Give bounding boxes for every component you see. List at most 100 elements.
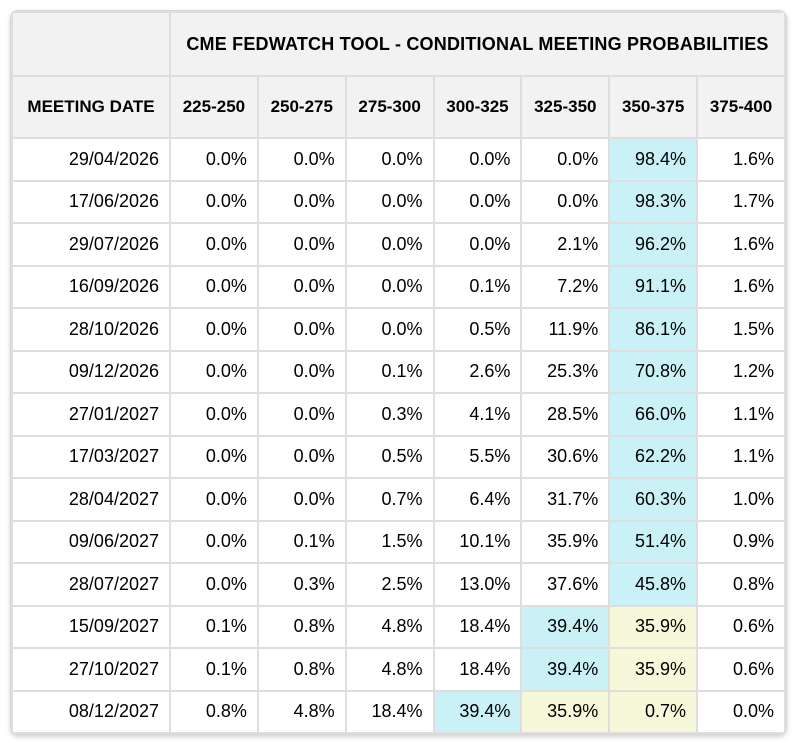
probability-cell: 2.1%	[520, 222, 611, 267]
meeting-date-cell: 09/12/2026	[11, 349, 171, 394]
column-header-row: MEETING DATE 225-250 250-275 275-300 300-32…	[11, 75, 786, 139]
table-row: 15/09/2027 0.1% 0.8% 4.8% 18.4% 39.4% 35.9% 0.6…	[11, 604, 786, 649]
rate-header-300-325: 300-325	[432, 75, 523, 139]
probability-cell: 0.0%	[256, 264, 347, 309]
probability-cell: 0.1%	[432, 264, 523, 309]
table-body: 29/04/2026 0.0% 0.0% 0.0% 0.0% 0.0% 98.4% 1.6% 1…	[11, 137, 786, 734]
rate-header-225-250: 225-250	[169, 75, 259, 139]
probability-cell: 0.0%	[344, 222, 435, 267]
probability-cell: 0.5%	[344, 434, 435, 479]
probability-cell: 1.5%	[696, 307, 786, 352]
probability-cell: 2.6%	[432, 349, 523, 394]
probability-cell: 0.0%	[344, 264, 435, 309]
probability-cell: 0.0%	[169, 477, 259, 522]
meeting-date-cell: 09/06/2027	[11, 519, 171, 564]
probability-cell: 0.1%	[169, 604, 259, 649]
table-row: 08/12/2027 0.8% 4.8% 18.4% 39.4% 35.9% 0.7% 0.0…	[11, 689, 786, 734]
probability-cell: 18.4%	[344, 689, 435, 734]
probability-cell: 5.5%	[432, 434, 523, 479]
probability-cell: 1.1%	[696, 392, 786, 437]
probability-cell: 0.0%	[169, 222, 259, 267]
probability-cell: 98.3%	[608, 179, 699, 224]
probability-cell: 1.0%	[696, 477, 786, 522]
probability-cell: 0.0%	[256, 307, 347, 352]
probability-cell: 35.9%	[520, 689, 611, 734]
meeting-date-cell: 16/09/2026	[11, 264, 171, 309]
table-row: 28/04/2027 0.0% 0.0% 0.7% 6.4% 31.7% 60.3% 1.0%	[11, 477, 786, 522]
probability-cell: 0.3%	[256, 562, 347, 607]
probability-cell: 0.0%	[344, 307, 435, 352]
probability-cell: 39.4%	[520, 647, 611, 692]
meeting-date-cell: 17/06/2026	[11, 179, 171, 224]
probability-cell: 96.2%	[608, 222, 699, 267]
probability-cell: 18.4%	[432, 604, 523, 649]
title-row: CME FEDWATCH TOOL - CONDITIONAL MEETING …	[11, 11, 786, 77]
probability-cell: 1.1%	[696, 434, 786, 479]
probability-cell: 35.9%	[608, 604, 699, 649]
probability-cell: 0.0%	[344, 179, 435, 224]
probability-cell: 1.6%	[696, 222, 786, 267]
probability-cell: 0.0%	[169, 434, 259, 479]
probability-cell: 13.0%	[432, 562, 523, 607]
meeting-date-cell: 27/10/2027	[11, 647, 171, 692]
probability-cell: 30.6%	[520, 434, 611, 479]
table-row: 28/10/2026 0.0% 0.0% 0.0% 0.5% 11.9% 86.1% 1.5%	[11, 307, 786, 352]
probability-cell: 0.0%	[256, 179, 347, 224]
meeting-date-cell: 27/01/2027	[11, 392, 171, 437]
probability-cell: 37.6%	[520, 562, 611, 607]
table-row: 17/06/2026 0.0% 0.0% 0.0% 0.0% 0.0% 98.3% 1.7%	[11, 179, 786, 224]
probability-cell: 0.0%	[169, 392, 259, 437]
probability-cell: 18.4%	[432, 647, 523, 692]
probability-cell: 0.0%	[169, 179, 259, 224]
probability-cell: 10.1%	[432, 519, 523, 564]
probability-cell: 39.4%	[520, 604, 611, 649]
probability-cell: 0.1%	[169, 647, 259, 692]
meeting-date-cell: 15/09/2027	[11, 604, 171, 649]
probability-cell: 0.0%	[169, 137, 259, 182]
corner-cell	[11, 11, 171, 77]
probability-cell: 0.0%	[169, 562, 259, 607]
probability-cell: 91.1%	[608, 264, 699, 309]
meeting-date-cell: 29/07/2026	[11, 222, 171, 267]
table-title: CME FEDWATCH TOOL - CONDITIONAL MEETING …	[169, 11, 786, 77]
table-row: 27/01/2027 0.0% 0.0% 0.3% 4.1% 28.5% 66.0% 1.1%	[11, 392, 786, 437]
table-row: 29/04/2026 0.0% 0.0% 0.0% 0.0% 0.0% 98.4% 1.6%	[11, 137, 786, 182]
meeting-date-cell: 28/10/2026	[11, 307, 171, 352]
probability-cell: 51.4%	[608, 519, 699, 564]
table-row: 29/07/2026 0.0% 0.0% 0.0% 0.0% 2.1% 96.2% 1.6%	[11, 222, 786, 267]
probability-cell: 31.7%	[520, 477, 611, 522]
probability-cell: 0.0%	[696, 689, 786, 734]
rate-header-250-275: 250-275	[256, 75, 347, 139]
meeting-date-cell: 29/04/2026	[11, 137, 171, 182]
meeting-date-cell: 28/04/2027	[11, 477, 171, 522]
probability-cell: 4.8%	[344, 604, 435, 649]
probability-cell: 35.9%	[520, 519, 611, 564]
probability-cell: 70.8%	[608, 349, 699, 394]
meeting-date-cell: 28/07/2027	[11, 562, 171, 607]
table-row: 28/07/2027 0.0% 0.3% 2.5% 13.0% 37.6% 45.8% 0.8…	[11, 562, 786, 607]
probability-cell: 0.0%	[256, 222, 347, 267]
rate-header-325-350: 325-350	[520, 75, 611, 139]
probability-cell: 0.0%	[344, 137, 435, 182]
meeting-date-cell: 08/12/2027	[11, 689, 171, 734]
table-row: 09/12/2026 0.0% 0.0% 0.1% 2.6% 25.3% 70.8% 1.2%	[11, 349, 786, 394]
probability-cell: 4.8%	[256, 689, 347, 734]
probability-cell: 0.0%	[169, 349, 259, 394]
probability-cell: 1.7%	[696, 179, 786, 224]
probability-cell: 66.0%	[608, 392, 699, 437]
probability-cell: 1.2%	[696, 349, 786, 394]
probability-cell: 1.6%	[696, 137, 786, 182]
probability-cell: 0.5%	[432, 307, 523, 352]
rate-header-375-400: 375-400	[696, 75, 786, 139]
table-row: 16/09/2026 0.0% 0.0% 0.0% 0.1% 7.2% 91.1% 1.6%	[11, 264, 786, 309]
rate-header-350-375: 350-375	[608, 75, 699, 139]
probability-cell: 45.8%	[608, 562, 699, 607]
probability-cell: 0.0%	[432, 179, 523, 224]
meeting-date-cell: 17/03/2027	[11, 434, 171, 479]
probability-cell: 0.7%	[344, 477, 435, 522]
probability-cell: 0.7%	[608, 689, 699, 734]
probability-cell: 0.1%	[256, 519, 347, 564]
probability-cell: 0.0%	[256, 137, 347, 182]
rate-header-275-300: 275-300	[344, 75, 435, 139]
conditional-probabilities-table: CME FEDWATCH TOOL - CONDITIONAL MEETING …	[11, 11, 786, 734]
